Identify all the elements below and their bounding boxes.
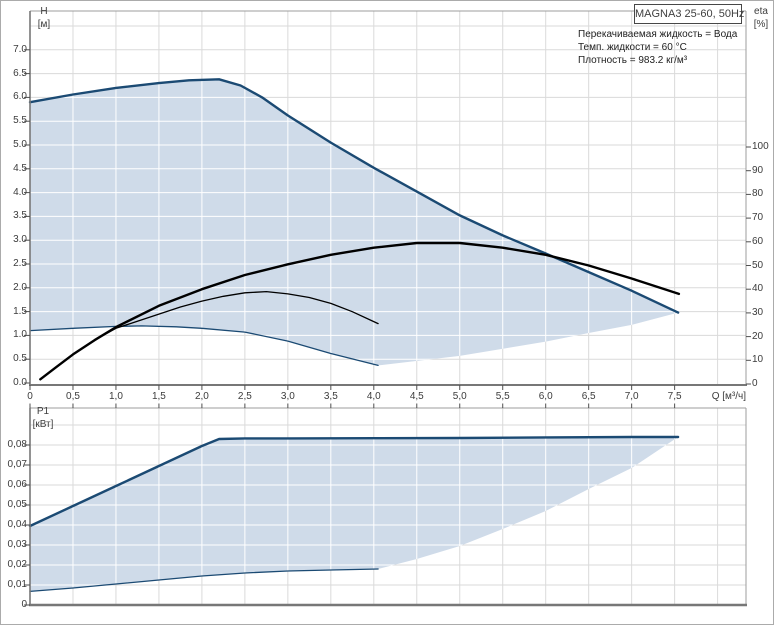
h-tick-label: 2.0 (13, 281, 27, 293)
eta-axis-title: eta [%] (747, 5, 773, 31)
eta-tick-label: 90 (752, 164, 764, 176)
eta-axis-unit: [%] (753, 19, 769, 30)
eta-tick-label: 70 (752, 212, 764, 224)
pump-model-title: MAGNA3 25-60, 50Hz (634, 4, 744, 24)
h-axis-unit: [м] (37, 19, 51, 30)
q-tick-label: 7,5 (667, 391, 682, 402)
p1-tick-label: 0,04 (7, 519, 27, 530)
eta-tick-label: 0 (752, 378, 758, 389)
q-tick-label: 4,5 (409, 391, 424, 402)
h-axis-symbol: H (40, 6, 48, 17)
eta-tick-label: 20 (752, 330, 764, 342)
eta-tick-label: 50 (752, 259, 764, 271)
q-tick-label: 7,0 (624, 391, 639, 402)
q-tick-label: 2,5 (237, 391, 252, 402)
p1-tick-label: 0 (21, 599, 27, 610)
h-tick-label: 4.0 (13, 186, 27, 198)
p1-axis-symbol: P1 (36, 406, 50, 417)
h-tick-label: 7.0 (13, 43, 27, 55)
p1-tick-label: 0,06 (7, 479, 27, 490)
h-tick-label: 3.0 (13, 234, 27, 246)
eta-tick-label: 80 (752, 188, 764, 200)
p1-axis-title: P1 [кВт] (25, 405, 61, 431)
p1-tick-label: 0,08 (7, 439, 27, 450)
q-tick-label: 3,5 (323, 391, 338, 402)
head-efficiency-plot (28, 10, 747, 386)
q-tick-label: 5,0 (452, 391, 467, 402)
q-tick-label: 1,0 (108, 391, 123, 402)
h-tick-label: 2.5 (13, 258, 27, 269)
head-min-speed-curve (29, 325, 379, 367)
density-line: Плотность = 983.2 кг/м³ (578, 55, 688, 66)
eta-tick-label: 60 (752, 235, 764, 247)
q-axis-title: Q [м³/ч] (711, 391, 746, 402)
h-tick-label: 1.0 (13, 329, 27, 341)
h-tick-label: 0.0 (13, 377, 27, 388)
fluid-line: Перекачиваемая жидкость = Вода (578, 29, 738, 40)
q-tick-label: 1,5 (151, 391, 166, 402)
power-max-speed-curve (28, 435, 680, 528)
h-tick-label: 4.5 (13, 162, 27, 174)
h-tick-label: 0.5 (13, 353, 27, 365)
eta-tick-label: 30 (752, 306, 764, 318)
p1-tick-label: 0,01 (7, 579, 27, 590)
p1-tick-label: 0,02 (7, 559, 27, 570)
h-tick-label: 1.5 (13, 305, 27, 317)
h-axis-title: H [м] (31, 5, 57, 31)
q-tick-label: 6,0 (538, 391, 553, 402)
temperature-line: Темп. жидкости = 60 °C (578, 42, 687, 53)
q-tick-label: 5,5 (495, 391, 510, 402)
h-tick-label: 5.5 (13, 115, 27, 127)
h-tick-label: 3.5 (13, 210, 27, 222)
power-plot (28, 407, 747, 607)
q-tick-label: 0,5 (66, 391, 80, 402)
q-tick-label: 0 (27, 391, 33, 402)
q-tick-label: 6,5 (581, 391, 596, 402)
h-tick-label: 5.0 (13, 139, 27, 150)
h-tick-label: 6.0 (13, 91, 27, 103)
q-tick-label: 3,0 (280, 391, 295, 402)
power-operating-envelope (30, 437, 679, 592)
p1-axis-unit: [кВт] (32, 419, 54, 430)
power-min-speed-curve (29, 568, 379, 593)
eta-tick-label: 100 (752, 141, 769, 152)
q-tick-label: 4,0 (366, 391, 381, 402)
eta-tick-label: 40 (752, 283, 764, 295)
h-tick-label: 6.5 (13, 67, 27, 79)
p1-tick-label: 0,07 (7, 459, 27, 470)
eta-min-speed-curve (39, 290, 379, 380)
eta-axis-symbol: eta (754, 6, 768, 17)
fluid-conditions: Перекачиваемая жидкость = Вода Темп. жид… (578, 28, 737, 67)
q-tick-label: 2,0 (194, 391, 209, 402)
p1-tick-label: 0,05 (7, 499, 27, 510)
eta-tick-label: 10 (752, 354, 764, 366)
p1-tick-label: 0,03 (7, 539, 27, 550)
